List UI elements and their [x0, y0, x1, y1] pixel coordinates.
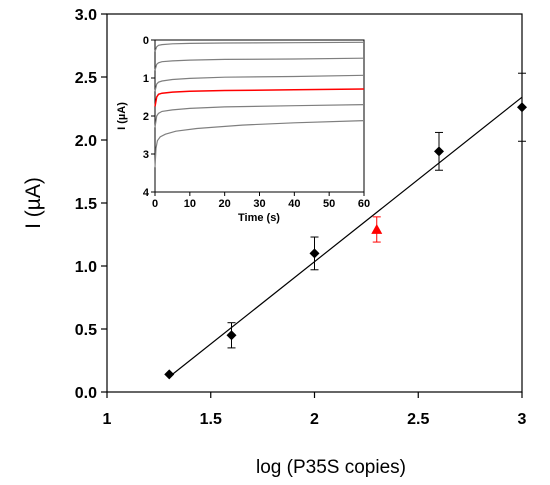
main-x-tick-label: 2.5 — [407, 411, 429, 428]
inset-series-lines — [154, 41, 365, 168]
inset-x-axis-label: Time (s) — [238, 212, 280, 224]
inset-series-line — [154, 74, 365, 92]
main-y-axis-label: I (µA) — [22, 177, 45, 229]
inset-x-tick-label: 50 — [323, 198, 335, 210]
inset-x-tick-label: 40 — [288, 198, 300, 210]
inset-x-tick-label: 10 — [184, 198, 196, 210]
data-point-triangle — [371, 223, 383, 234]
main-axis-ticks: 0.0 0.5 1.0 1.5 2.0 2.5 3.0 1 1.5 2 2.5 3 — [75, 7, 527, 428]
data-point-diamond — [434, 146, 444, 157]
inset-y-tick-label: 3 — [143, 149, 149, 161]
main-y-tick-label: 2.0 — [75, 133, 97, 150]
main-x-tick-label: 3 — [518, 411, 527, 428]
inset-series-line — [154, 88, 365, 107]
inset-y-tick-label: 2 — [143, 111, 149, 123]
inset-series-line — [154, 120, 365, 168]
data-point-diamond — [517, 102, 527, 113]
main-y-tick-label: 0.0 — [75, 385, 97, 402]
main-x-axis-label: log (P35S copies) — [256, 457, 406, 478]
fit-line — [168, 96, 523, 378]
inset-x-tick-label: 30 — [253, 198, 265, 210]
data-point-diamond — [164, 369, 175, 380]
inset-series-line — [154, 41, 365, 52]
main-y-tick-label: 1.5 — [75, 196, 97, 213]
inset-x-tick-label: 0 — [152, 198, 158, 210]
main-x-tick-label: 2 — [310, 411, 319, 428]
main-y-tick-label: 1.0 — [75, 259, 97, 276]
data-point-diamond — [309, 248, 320, 259]
inset-y-axis-label: I (µA) — [116, 102, 128, 130]
inset-plot-area — [154, 39, 365, 193]
main-y-tick-label: 3.0 — [75, 7, 97, 24]
main-y-tick-label: 0.5 — [75, 322, 97, 339]
inset-y-tick-label: 0 — [143, 35, 149, 47]
main-x-tick-label: 1.5 — [200, 411, 222, 428]
inset-series-line — [154, 104, 365, 128]
main-data-marks — [164, 72, 527, 380]
main-y-tick-label: 2.5 — [75, 70, 97, 87]
main-x-tick-label: 1 — [103, 411, 112, 428]
inset-y-tick-label: 4 — [143, 187, 150, 199]
inset-series-line — [154, 57, 365, 71]
inset-x-tick-label: 60 — [358, 198, 370, 210]
fit-line-group — [168, 96, 523, 378]
data-point-diamond — [226, 330, 237, 341]
inset-y-tick-label: 1 — [143, 73, 149, 85]
inset-x-tick-label: 20 — [219, 198, 231, 210]
